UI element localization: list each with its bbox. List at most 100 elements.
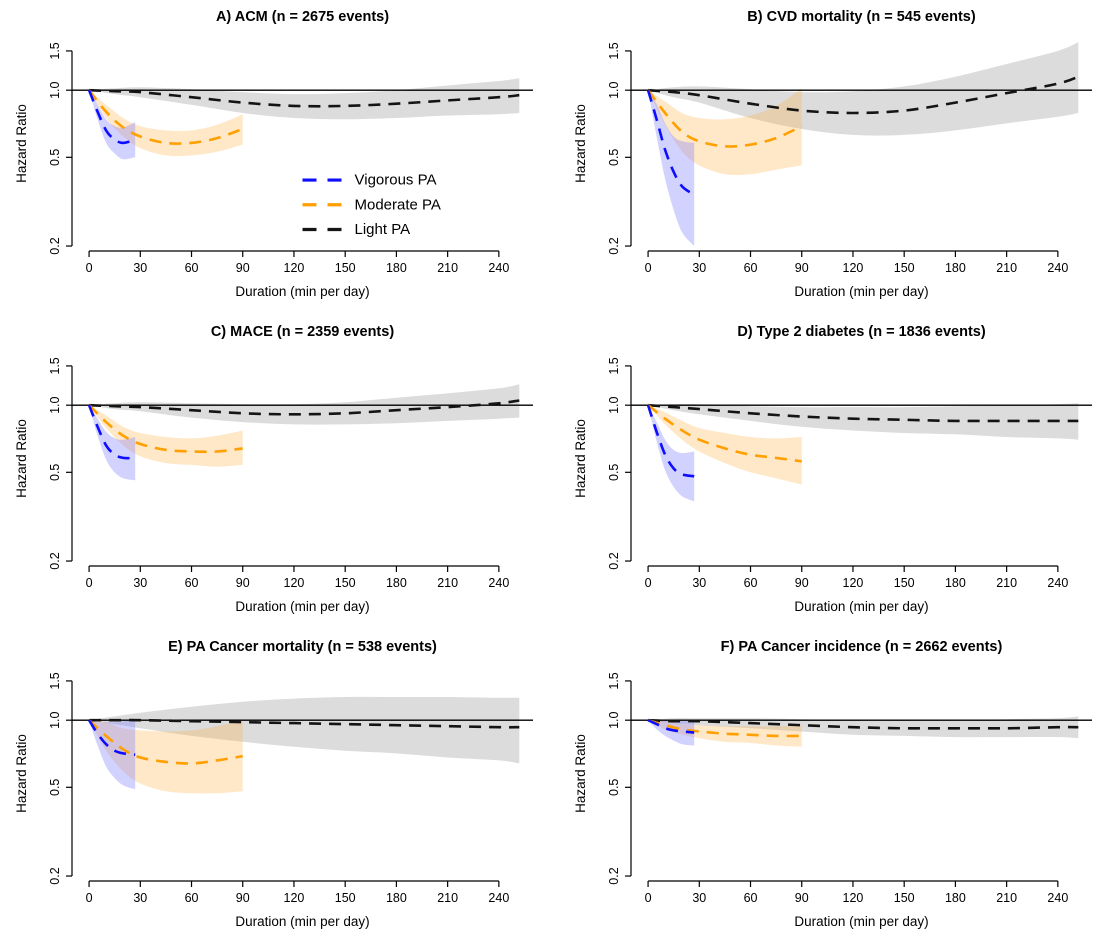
y-tick-label: 0.5	[607, 779, 621, 796]
series-band-moderate-pa	[648, 405, 802, 485]
x-tick-label: 30	[692, 261, 706, 275]
y-tick-label: 0.2	[607, 867, 621, 884]
y-tick-label: 0.5	[48, 149, 62, 166]
y-tick-label: 1.5	[48, 672, 62, 689]
series-band-vigorous-pa	[648, 405, 695, 502]
x-tick-label: 90	[236, 891, 250, 905]
series-line-moderate-pa	[647, 718, 802, 738]
series-line-light-pa	[648, 75, 1079, 115]
y-tick-label: 1.5	[607, 672, 621, 689]
legend-label-vigorous-pa: Vigorous PA	[355, 172, 437, 189]
y-tick-label: 1.5	[607, 357, 621, 374]
x-tick-label: 60	[185, 576, 199, 590]
series-band-light-pa	[648, 42, 1079, 136]
x-tick-label: 0	[645, 261, 652, 275]
x-tick-label: 120	[284, 261, 305, 275]
x-tick-label: 90	[236, 576, 250, 590]
y-axis-label: Hazard Ratio	[14, 104, 29, 183]
series-line-vigorous-pa	[87, 89, 136, 145]
series-line-light-pa	[648, 718, 1079, 730]
x-tick-label: 30	[692, 891, 706, 905]
y-axis-label: Hazard Ratio	[14, 734, 29, 813]
series-band-light-pa	[89, 384, 520, 425]
panel-title: B) CVD mortality (n = 545 events)	[747, 9, 976, 25]
panel-acm: A) ACM (n = 2675 events) 0.2 0.5 1.0 1.5 0 30 6…	[0, 0, 559, 315]
series-line-light-pa	[89, 718, 520, 729]
x-tick-label: 0	[86, 576, 93, 590]
y-tick-label: 1.0	[607, 396, 621, 413]
x-tick-label: 90	[795, 576, 809, 590]
x-tick-label: 210	[996, 576, 1017, 590]
x-tick-label: 30	[133, 891, 147, 905]
x-tick-label: 30	[133, 261, 147, 275]
legend-label-light-pa: Light PA	[355, 221, 411, 238]
x-tick-label: 240	[1047, 261, 1068, 275]
y-tick-label: 1.0	[607, 81, 621, 98]
y-axis-label: Hazard Ratio	[573, 419, 588, 498]
x-tick-label: 120	[284, 576, 305, 590]
series-line-moderate-pa	[647, 404, 802, 463]
legend-label-moderate-pa: Moderate PA	[355, 196, 441, 213]
panel-title: D) Type 2 diabetes (n = 1836 events)	[737, 324, 986, 340]
x-tick-label: 90	[795, 261, 809, 275]
series-line-light-pa	[89, 399, 520, 416]
chart-panel-C: C) MACE (n = 2359 events) 0.2 0.5 1.0 1.5 0 30…	[14, 324, 533, 614]
y-tick-label: 0.5	[48, 779, 62, 796]
series-band-moderate-pa	[89, 720, 243, 794]
x-tick-label: 0	[86, 261, 93, 275]
x-tick-label: 150	[335, 576, 356, 590]
y-tick-label: 0.2	[48, 867, 62, 884]
x-tick-label: 240	[488, 891, 509, 905]
series-line-moderate-pa	[88, 404, 243, 454]
x-tick-label: 150	[894, 891, 915, 905]
x-tick-label: 150	[894, 261, 915, 275]
x-tick-label: 210	[437, 576, 458, 590]
y-tick-label: 1.0	[607, 711, 621, 728]
series-band-moderate-pa	[648, 88, 802, 176]
chart-panel-E: E) PA Cancer mortality (n = 538 events) 0…	[14, 639, 533, 929]
y-tick-label: 1.5	[48, 357, 62, 374]
x-tick-label: 210	[437, 261, 458, 275]
x-tick-label: 60	[185, 261, 199, 275]
x-tick-label: 180	[945, 576, 966, 590]
x-tick-label: 90	[795, 891, 809, 905]
x-axis-label: Duration (min per day)	[794, 599, 928, 614]
x-tick-label: 0	[645, 576, 652, 590]
y-axis-label: Hazard Ratio	[14, 419, 29, 498]
panel-cancer-incidence: F) PA Cancer incidence (n = 2662 events)…	[559, 630, 1118, 946]
panel-type2-diabetes: D) Type 2 diabetes (n = 1836 events) 0.2 0…	[559, 315, 1118, 630]
chart-panel-F: F) PA Cancer incidence (n = 2662 events)…	[573, 639, 1092, 929]
x-tick-label: 180	[945, 891, 966, 905]
x-tick-label: 30	[692, 576, 706, 590]
series-line-vigorous-pa	[646, 404, 695, 478]
x-tick-label: 30	[133, 576, 147, 590]
x-tick-label: 150	[894, 576, 915, 590]
x-tick-label: 210	[996, 891, 1017, 905]
panel-title: A) ACM (n = 2675 events)	[216, 9, 389, 25]
y-axis-label: Hazard Ratio	[573, 734, 588, 813]
x-tick-label: 120	[843, 576, 864, 590]
x-tick-label: 180	[386, 576, 407, 590]
series-band-moderate-pa	[648, 720, 802, 747]
x-tick-label: 150	[335, 261, 356, 275]
panel-title: C) MACE (n = 2359 events)	[211, 324, 394, 340]
chart-panel-B: B) CVD mortality (n = 545 events) 0.2 0.5 1…	[573, 9, 1092, 299]
x-tick-label: 240	[1047, 891, 1068, 905]
x-tick-label: 210	[996, 261, 1017, 275]
panel-mace: C) MACE (n = 2359 events) 0.2 0.5 1.0 1.5 0 30…	[0, 315, 559, 630]
x-tick-label: 180	[386, 261, 407, 275]
chart-panel-A: A) ACM (n = 2675 events) 0.2 0.5 1.0 1.5 0 30 6…	[14, 9, 533, 299]
panel-title: F) PA Cancer incidence (n = 2662 events)	[721, 639, 1003, 655]
panel-cvd-mortality: B) CVD mortality (n = 545 events) 0.2 0.5 1…	[559, 0, 1118, 315]
y-tick-label: 0.2	[48, 552, 62, 569]
x-tick-label: 180	[945, 261, 966, 275]
series-line-vigorous-pa	[646, 89, 695, 196]
x-axis-label: Duration (min per day)	[235, 914, 369, 929]
x-tick-label: 60	[185, 891, 199, 905]
panel-title: E) PA Cancer mortality (n = 538 events)	[168, 639, 437, 655]
x-tick-label: 90	[236, 261, 250, 275]
x-tick-label: 60	[744, 261, 758, 275]
x-tick-label: 180	[386, 891, 407, 905]
y-tick-label: 1.5	[607, 42, 621, 59]
panel-cancer-mortality: E) PA Cancer mortality (n = 538 events) 0…	[0, 630, 559, 946]
